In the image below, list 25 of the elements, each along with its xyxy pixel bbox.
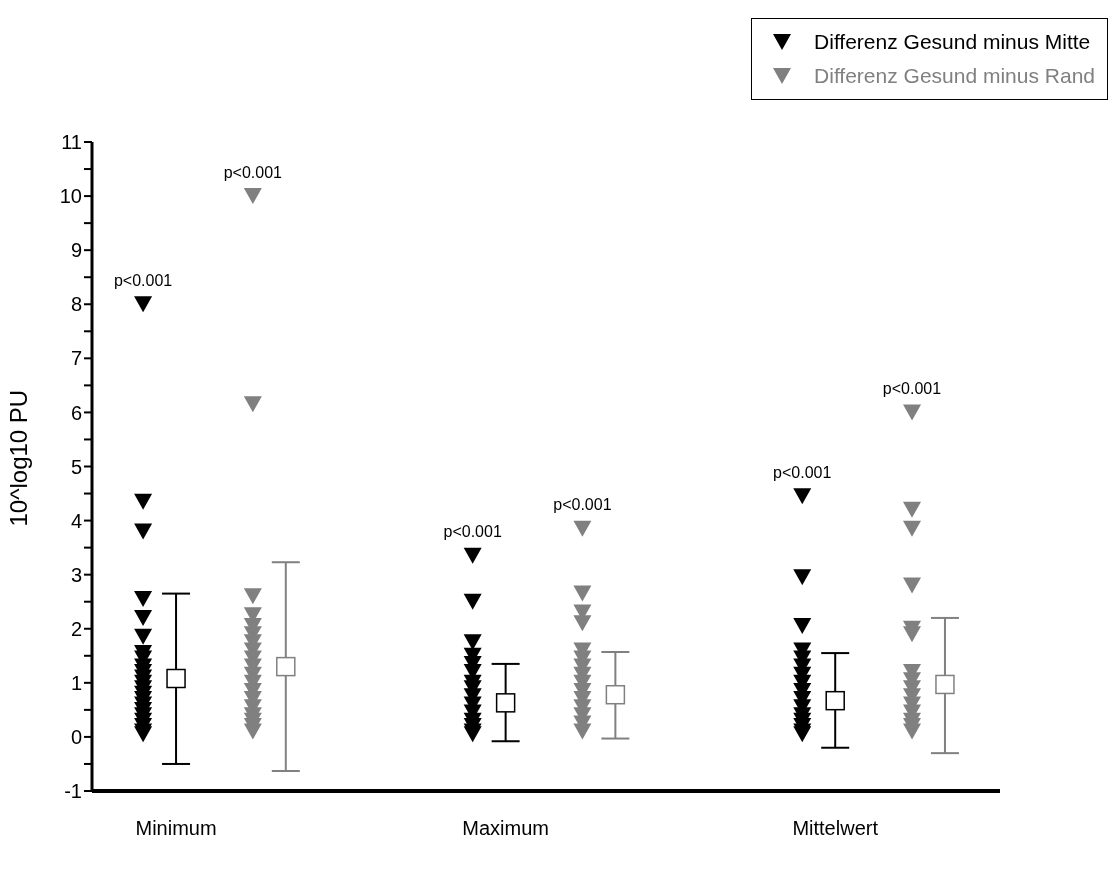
annotation: p<0.001 <box>773 463 832 481</box>
annotation: p<0.001 <box>553 496 612 514</box>
x-tick-label: Maximum <box>462 817 549 840</box>
legend-label: Differenz Gesund minus Rand <box>814 63 1095 89</box>
y-tick-label: 7 <box>70 347 82 370</box>
annotation: p<0.001 <box>113 271 173 289</box>
y-tick-label: 11 <box>61 131 82 154</box>
y-tick-label: 8 <box>70 293 82 316</box>
y-tick-label: 6 <box>70 401 82 424</box>
x-tick-label: Minimum <box>135 817 217 840</box>
y-tick-label: 5 <box>70 455 82 478</box>
y-axis-title: 10^log10 PU <box>4 389 32 527</box>
y-tick-label: -1 <box>64 780 82 803</box>
x-tick-label: Mittelwert <box>792 817 879 840</box>
y-tick-label: 3 <box>70 563 82 586</box>
annotation: p<0.001 <box>882 379 942 397</box>
legend-label: Differenz Gesund minus Mitte <box>814 29 1091 55</box>
annotation: p<0.001 <box>223 163 283 181</box>
y-tick-label: 0 <box>70 726 82 749</box>
annotation: p<0.001 <box>443 523 502 541</box>
y-tick-label: 1 <box>70 671 82 694</box>
y-tick-label: 10 <box>59 185 82 208</box>
y-tick-label: 4 <box>70 509 82 532</box>
y-tick-label: 9 <box>70 239 82 262</box>
y-tick-label: 2 <box>70 617 82 640</box>
